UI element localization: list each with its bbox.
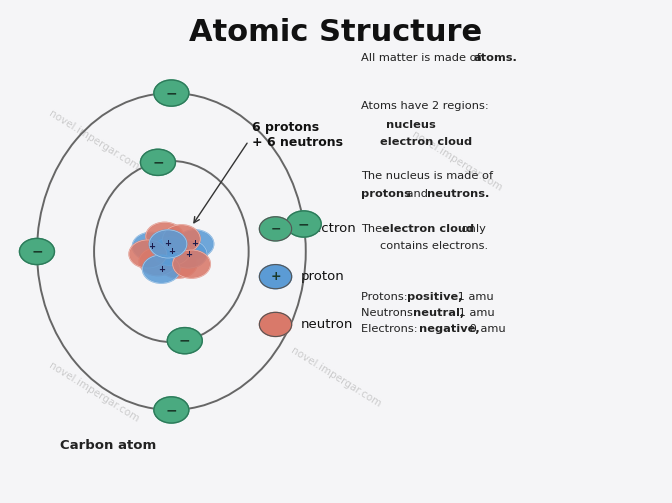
Text: nucleus: nucleus bbox=[386, 120, 436, 130]
Circle shape bbox=[167, 327, 202, 354]
Circle shape bbox=[19, 238, 54, 265]
Circle shape bbox=[154, 397, 189, 423]
Text: neutrons.: neutrons. bbox=[427, 189, 489, 199]
Text: Atomic Structure: Atomic Structure bbox=[190, 18, 482, 47]
Circle shape bbox=[259, 217, 292, 241]
Circle shape bbox=[139, 247, 177, 276]
Text: +: + bbox=[185, 249, 192, 259]
Text: +: + bbox=[158, 265, 165, 274]
Circle shape bbox=[154, 80, 189, 106]
Text: negative,: negative, bbox=[419, 324, 479, 334]
Text: atoms.: atoms. bbox=[474, 53, 517, 63]
Text: neutron: neutron bbox=[301, 318, 353, 331]
Text: positive,: positive, bbox=[407, 292, 463, 302]
Text: electron: electron bbox=[301, 222, 355, 235]
Text: −: − bbox=[165, 86, 177, 100]
Text: Carbon atom: Carbon atom bbox=[60, 439, 157, 452]
Circle shape bbox=[129, 240, 167, 268]
Text: novel.impergar.com: novel.impergar.com bbox=[410, 129, 504, 193]
Circle shape bbox=[163, 225, 200, 253]
Text: electron cloud: electron cloud bbox=[382, 224, 474, 234]
Text: electron cloud: electron cloud bbox=[380, 137, 472, 147]
Circle shape bbox=[132, 232, 170, 261]
Circle shape bbox=[176, 230, 214, 258]
Text: only: only bbox=[458, 224, 485, 234]
Circle shape bbox=[259, 265, 292, 289]
Text: +: + bbox=[148, 242, 155, 251]
Text: +: + bbox=[270, 270, 281, 283]
Text: Electrons:: Electrons: bbox=[361, 324, 421, 334]
Circle shape bbox=[140, 149, 175, 176]
Text: +: + bbox=[165, 239, 171, 248]
Text: −: − bbox=[165, 403, 177, 417]
Text: proton: proton bbox=[301, 270, 345, 283]
Circle shape bbox=[149, 230, 187, 258]
Text: +: + bbox=[192, 239, 198, 248]
Circle shape bbox=[259, 312, 292, 337]
Text: neutral,: neutral, bbox=[413, 308, 464, 318]
Text: Protons:: Protons: bbox=[361, 292, 411, 302]
Text: The nucleus is made of: The nucleus is made of bbox=[361, 171, 493, 181]
Circle shape bbox=[142, 255, 180, 283]
Text: −: − bbox=[298, 217, 310, 231]
Text: novel.impergar.com: novel.impergar.com bbox=[289, 346, 383, 409]
Text: −: − bbox=[179, 333, 191, 348]
Circle shape bbox=[153, 237, 190, 266]
Text: contains electrons.: contains electrons. bbox=[380, 241, 488, 252]
Text: All matter is made of: All matter is made of bbox=[361, 53, 485, 63]
Text: 1 amu: 1 amu bbox=[454, 292, 493, 302]
Circle shape bbox=[146, 222, 183, 250]
Circle shape bbox=[169, 240, 207, 268]
Text: −: − bbox=[152, 155, 164, 170]
Text: protons: protons bbox=[361, 189, 411, 199]
Text: and: and bbox=[403, 189, 431, 199]
Circle shape bbox=[159, 250, 197, 278]
Text: novel.impergar.com: novel.impergar.com bbox=[47, 109, 141, 173]
Text: 1 amu: 1 amu bbox=[455, 308, 495, 318]
Text: 6 protons
+ 6 neutrons: 6 protons + 6 neutrons bbox=[252, 121, 343, 149]
Text: 0 amu: 0 amu bbox=[466, 324, 505, 334]
Text: −: − bbox=[31, 244, 43, 259]
Circle shape bbox=[286, 211, 321, 237]
Text: −: − bbox=[270, 222, 281, 235]
Text: Atoms have 2 regions:: Atoms have 2 regions: bbox=[361, 101, 489, 111]
Text: Neutrons:: Neutrons: bbox=[361, 308, 420, 318]
Text: +: + bbox=[168, 247, 175, 256]
Text: The: The bbox=[361, 224, 386, 234]
Circle shape bbox=[173, 250, 210, 278]
Text: novel.impergar.com: novel.impergar.com bbox=[47, 361, 141, 424]
